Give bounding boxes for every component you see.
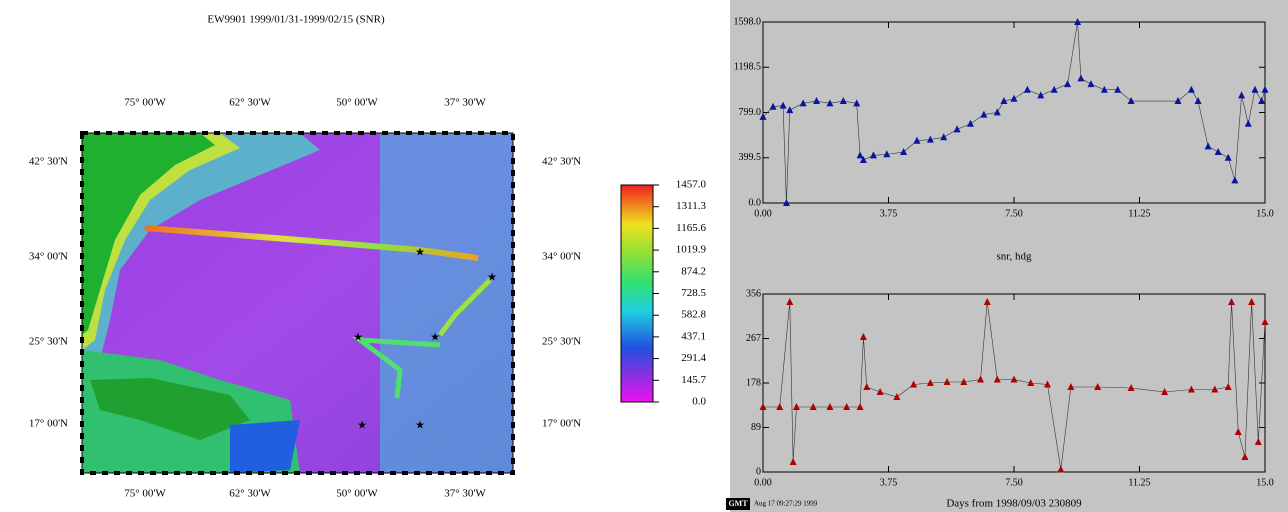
screen: EW9901 1999/01/31-1999/02/15 (SNR) ★ ★ ★ ★…: [0, 0, 1288, 512]
svg-text:★: ★: [415, 420, 425, 432]
lon-label: 50° 00'W: [336, 97, 378, 109]
gmt-logo: GMT: [728, 499, 748, 508]
y-tick-label: 1598.0: [734, 16, 762, 27]
colorbar-label: 1165.6: [676, 222, 706, 234]
chart-title: snr, hdg: [996, 251, 1032, 263]
lat-label: 34° 00'N: [542, 251, 581, 263]
x-tick-label: 7.50: [1005, 208, 1023, 219]
colorbar-label: 874.2: [681, 265, 706, 277]
lat-label: 17° 00'N: [29, 418, 68, 430]
lon-label: 75° 00'W: [124, 488, 166, 500]
x-tick-label: 15.0: [1256, 477, 1274, 488]
colorbar-label: 291.4: [681, 352, 706, 364]
lon-label: 75° 00'W: [124, 97, 166, 109]
x-tick-label: 3.75: [880, 477, 898, 488]
y-tick-label: 356: [746, 288, 761, 299]
y-tick-label: 399.5: [739, 152, 762, 163]
lat-label: 25° 30'N: [542, 336, 581, 348]
timestamp: Aug 17 09:27:29 1999: [754, 500, 818, 508]
colorbar-label: 0.0: [692, 396, 706, 408]
x-tick-label: 11.25: [1128, 208, 1150, 219]
lon-label: 62° 30'W: [229, 97, 271, 109]
x-tick-label: 0.00: [754, 208, 772, 219]
colorbar-label: 145.7: [681, 374, 706, 386]
colorbar-label: 1311.3: [676, 200, 706, 212]
colorbar-label: 1457.0: [676, 179, 707, 191]
x-tick-label: 3.75: [880, 208, 898, 219]
map-image: ★ ★ ★ ★ ★ ★: [82, 133, 513, 473]
svg-text:★: ★: [353, 332, 363, 344]
lon-label: 37° 30'W: [444, 488, 486, 500]
colorbar-label: 437.1: [681, 330, 706, 342]
lat-label: 34° 00'N: [29, 251, 68, 263]
lat-label: 17° 00'N: [542, 418, 581, 430]
page: {"map": {"title": "EW9901 1999/01/31-199…: [0, 0, 1288, 512]
y-tick-label: 799.0: [739, 107, 762, 118]
x-tick-label: 15.0: [1256, 208, 1274, 219]
y-tick-label: 89: [751, 422, 761, 433]
lat-label: 25° 30'N: [29, 336, 68, 348]
lat-label: 42° 30'N: [542, 156, 581, 168]
lon-label: 50° 00'W: [336, 488, 378, 500]
svg-text:★: ★: [487, 272, 497, 284]
svg-text:★: ★: [430, 332, 440, 344]
x-tick-label: 7.50: [1005, 477, 1023, 488]
x-tick-label: 0.00: [754, 477, 772, 488]
x-tick-label: 11.25: [1128, 477, 1150, 488]
y-tick-label: 1198.5: [734, 62, 761, 73]
lon-label: 37° 30'W: [444, 97, 486, 109]
y-tick-label: 267: [746, 333, 761, 344]
svg-text:★: ★: [357, 420, 367, 432]
lon-label: 62° 30'W: [229, 488, 271, 500]
map-title: EW9901 1999/01/31-1999/02/15 (SNR): [207, 14, 385, 26]
svg-text:★: ★: [415, 247, 425, 259]
colorbar-label: 728.5: [681, 287, 706, 299]
colorbar-label: 582.8: [681, 309, 706, 321]
y-tick-label: 0: [756, 466, 761, 477]
x-axis-label: Days from 1998/09/03 230809: [946, 498, 1082, 510]
lat-label: 42° 30'N: [29, 156, 68, 168]
y-tick-label: 0.0: [749, 197, 762, 208]
colorbar-label: 1019.9: [676, 244, 707, 256]
colorbar: [621, 185, 653, 402]
y-tick-label: 178: [746, 377, 761, 388]
